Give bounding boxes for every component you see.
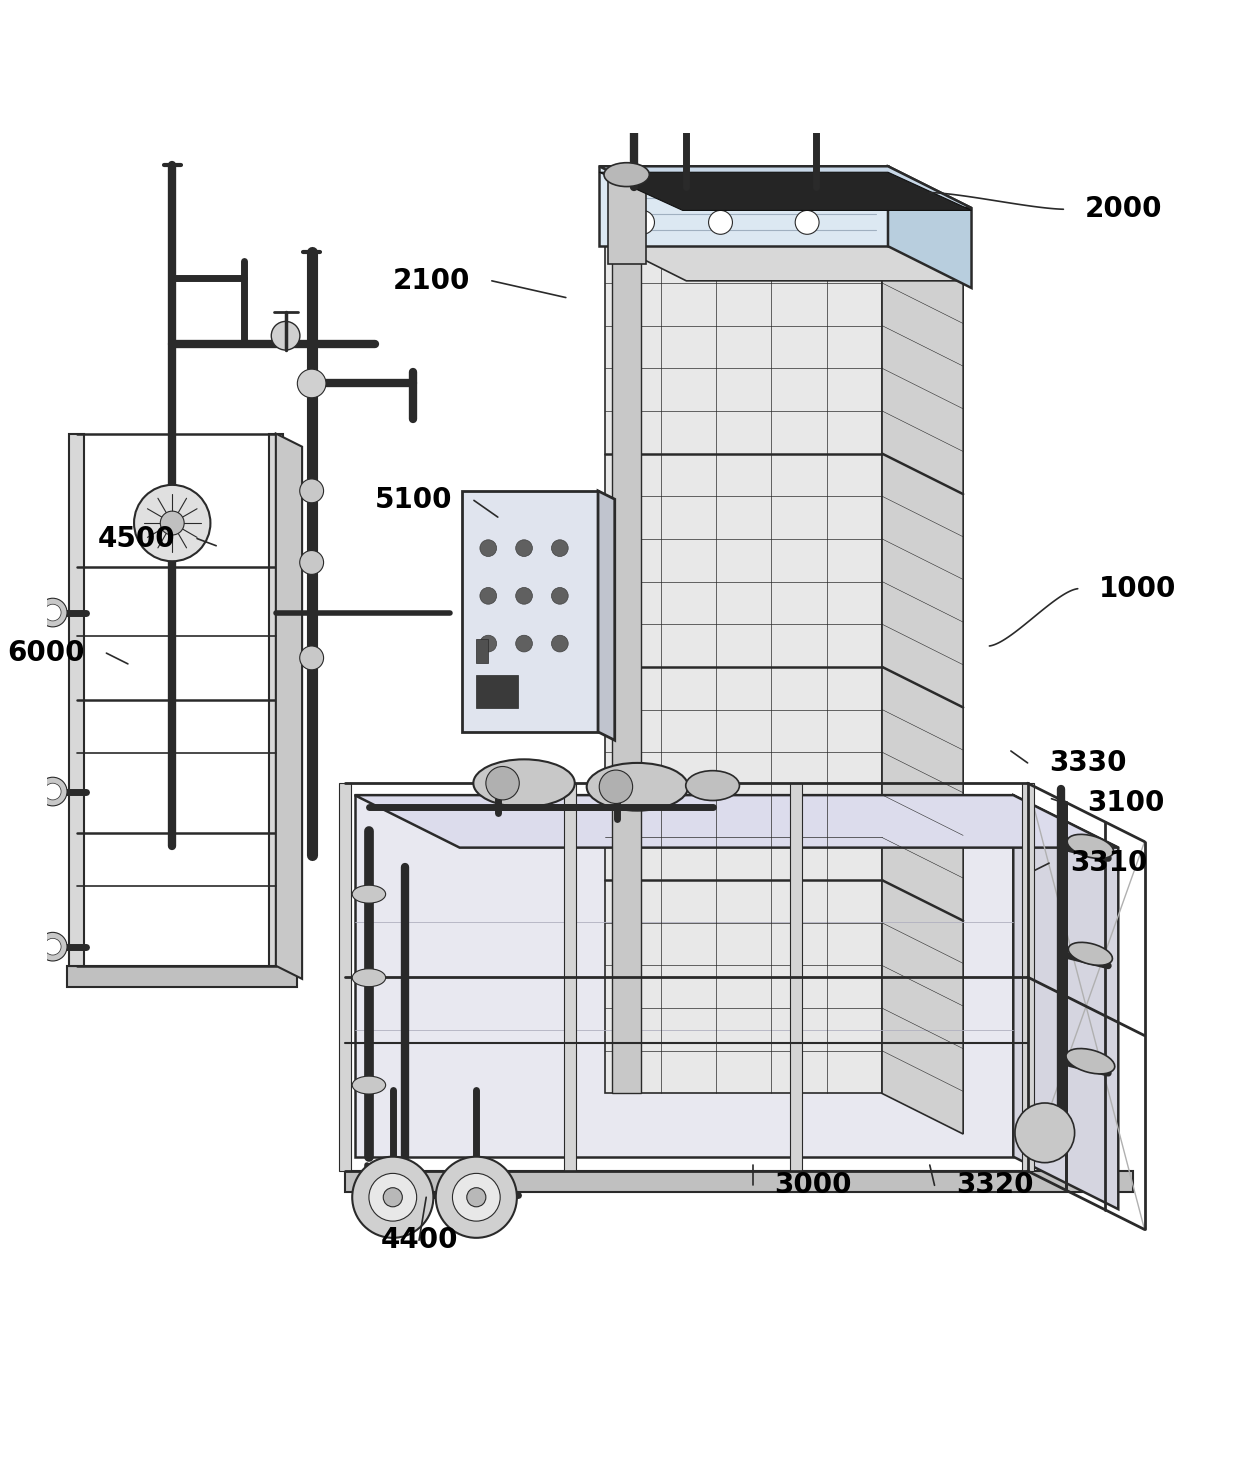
Bar: [269, 433, 283, 966]
Ellipse shape: [686, 770, 739, 801]
Circle shape: [453, 1173, 500, 1221]
Circle shape: [466, 1188, 486, 1207]
Ellipse shape: [1068, 835, 1114, 858]
Polygon shape: [613, 252, 641, 1093]
Circle shape: [552, 588, 568, 604]
Circle shape: [795, 210, 820, 235]
Circle shape: [38, 598, 67, 627]
Bar: [1022, 783, 1034, 1172]
Polygon shape: [345, 1172, 1133, 1192]
Circle shape: [300, 550, 324, 575]
Circle shape: [516, 588, 532, 604]
Bar: [476, 639, 489, 662]
Polygon shape: [599, 172, 971, 210]
Circle shape: [708, 210, 733, 235]
Text: 3310: 3310: [1070, 849, 1148, 877]
Circle shape: [631, 210, 655, 235]
Text: 2000: 2000: [1085, 196, 1162, 223]
Polygon shape: [355, 795, 1118, 848]
Circle shape: [38, 778, 67, 805]
Circle shape: [480, 540, 496, 556]
Bar: [476, 674, 518, 708]
Ellipse shape: [352, 969, 386, 986]
Text: 3320: 3320: [956, 1172, 1033, 1199]
Circle shape: [486, 766, 520, 800]
Circle shape: [134, 484, 211, 562]
Text: 5100: 5100: [374, 486, 453, 515]
Ellipse shape: [474, 759, 575, 807]
Polygon shape: [463, 490, 598, 732]
Circle shape: [272, 321, 300, 350]
Text: 4500: 4500: [98, 525, 176, 553]
Text: 2100: 2100: [393, 267, 470, 295]
Bar: [69, 433, 84, 966]
Circle shape: [516, 540, 532, 556]
Text: 4400: 4400: [381, 1226, 458, 1255]
Text: 3000: 3000: [775, 1172, 852, 1199]
Text: 6000: 6000: [7, 639, 84, 667]
Ellipse shape: [352, 1077, 386, 1094]
Polygon shape: [598, 490, 615, 740]
Polygon shape: [882, 241, 963, 1134]
Text: 3100: 3100: [1087, 789, 1164, 817]
Circle shape: [45, 783, 61, 800]
Polygon shape: [355, 795, 1013, 1157]
Circle shape: [480, 588, 496, 604]
Polygon shape: [608, 175, 646, 264]
Circle shape: [552, 540, 568, 556]
Polygon shape: [275, 433, 303, 979]
Circle shape: [1016, 1103, 1075, 1163]
Circle shape: [435, 1157, 517, 1237]
Circle shape: [381, 1183, 404, 1207]
Circle shape: [352, 1157, 433, 1237]
Ellipse shape: [604, 163, 650, 187]
Ellipse shape: [587, 763, 688, 811]
Circle shape: [383, 1188, 402, 1207]
Circle shape: [370, 1173, 417, 1221]
Text: 1000: 1000: [1099, 575, 1177, 603]
Polygon shape: [67, 966, 296, 988]
Circle shape: [516, 635, 532, 652]
Polygon shape: [888, 166, 971, 287]
Ellipse shape: [1066, 1049, 1115, 1074]
Circle shape: [599, 770, 632, 804]
Polygon shape: [605, 241, 963, 280]
Circle shape: [300, 646, 324, 670]
Ellipse shape: [1069, 943, 1112, 966]
Circle shape: [298, 369, 326, 398]
Bar: [564, 783, 577, 1172]
Circle shape: [45, 604, 61, 622]
Circle shape: [160, 511, 185, 535]
Circle shape: [465, 1183, 489, 1207]
Circle shape: [38, 932, 67, 961]
Circle shape: [300, 479, 324, 503]
Polygon shape: [1013, 795, 1118, 1210]
Ellipse shape: [352, 886, 386, 903]
Polygon shape: [599, 166, 888, 247]
Circle shape: [45, 938, 61, 956]
Circle shape: [552, 635, 568, 652]
Circle shape: [480, 635, 496, 652]
Text: 3330: 3330: [1049, 748, 1127, 776]
Polygon shape: [605, 241, 882, 1093]
Bar: [790, 783, 801, 1172]
Polygon shape: [599, 166, 971, 209]
Bar: [339, 783, 351, 1172]
